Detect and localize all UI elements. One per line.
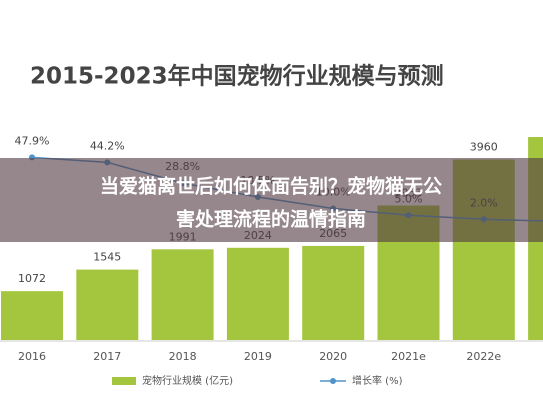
x-tick-label: 2019 [244,350,272,363]
bar-label: 1072 [18,272,46,285]
x-tick-label: 2020 [319,350,347,363]
banner-line: 当爱猫离世后如何体面告别？宠物猫无公 [100,175,442,198]
bar [1,291,63,340]
growth-label: 47.9% [15,134,50,147]
x-tick-label: 2022e [466,350,501,363]
legend-label: 宠物行业规模 (亿元) [142,374,233,387]
legend: 宠物行业规模 (亿元) 增长率 (%) [112,374,403,387]
growth-label: 44.2% [90,139,125,152]
banner-line: 害处理流程的温情指南 [176,208,366,231]
x-tick-label: 2018 [169,350,197,363]
bar [151,249,214,340]
legend-label: 增长率 (%) [352,374,403,387]
x-tick-label: 2017 [93,350,121,363]
x-tick-label: 2016 [18,350,46,363]
bar-label: 3960 [470,141,498,154]
legend-swatch [330,378,336,384]
chart-title: 2015-2023年中国宠物行业规模与预测 [30,63,444,90]
banner-bg [0,158,543,242]
x-tick-label: 2021e [391,350,426,363]
bar [76,269,139,340]
bar [302,245,365,340]
bar-label: 1545 [93,251,121,264]
bar [226,247,289,340]
legend-swatch [112,377,136,385]
